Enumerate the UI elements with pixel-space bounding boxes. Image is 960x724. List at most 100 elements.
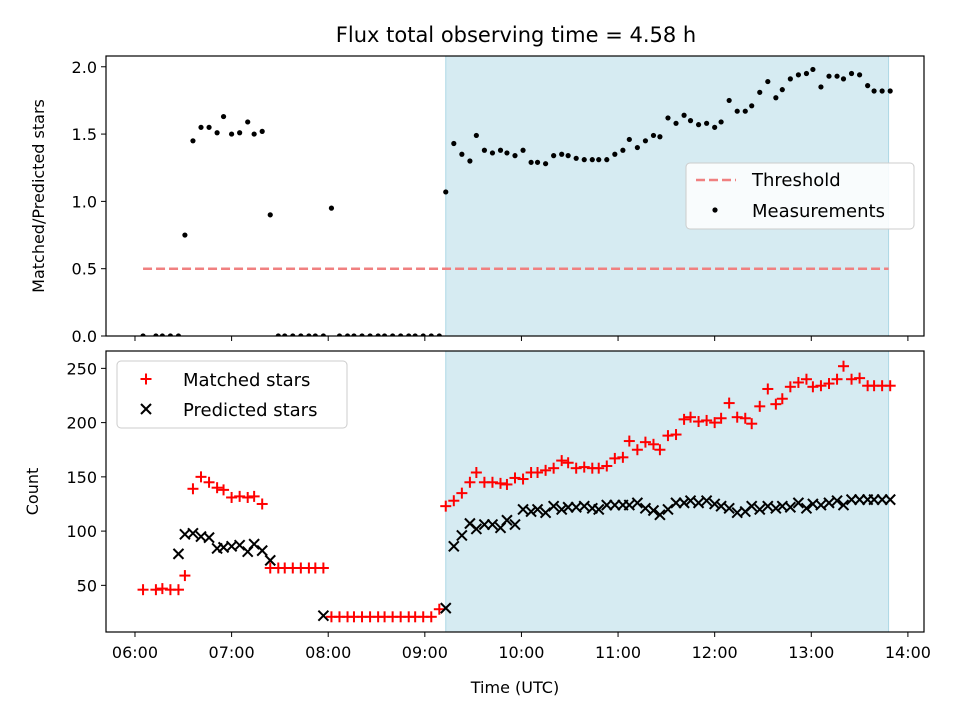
measurement-point [534, 159, 541, 165]
measurement-point [542, 161, 549, 167]
observing-shaded-region [445, 351, 890, 632]
predicted-star-point [578, 500, 590, 512]
measurement-point [642, 138, 649, 144]
matched-star-point [440, 500, 452, 512]
predicted-star-point-b [486, 518, 499, 531]
matched-star-point [570, 462, 582, 474]
predicted-star-point-b [172, 548, 185, 560]
matched-star-point [464, 476, 476, 488]
matched-star-point [854, 372, 866, 384]
predicted-star-point-b [884, 493, 896, 506]
predicted-star-point [470, 523, 483, 535]
measurement-point [228, 131, 235, 137]
predicted-star-point-b [264, 554, 276, 567]
matched-star-point [248, 490, 260, 502]
measurement-point [704, 120, 710, 126]
measurement-point [565, 153, 571, 159]
matched-star-point [837, 360, 849, 372]
y-tick-label: 150 [66, 468, 97, 487]
predicted-star-point-b [179, 528, 191, 541]
predicted-star-point [509, 518, 521, 531]
measurement-point [420, 333, 426, 336]
measurement-point [712, 124, 718, 130]
predicted-star-point-b [731, 506, 743, 519]
y-axis-label: Matched/Predicted stars [29, 99, 48, 293]
measurement-point [657, 134, 663, 140]
predicted-star-point [831, 495, 843, 507]
predicted-star-point [784, 501, 797, 513]
measurement-point [779, 87, 785, 93]
measurement-point [159, 333, 165, 336]
predicted-star-point [233, 539, 246, 551]
predicted-star-point-b [578, 500, 590, 512]
measurement-point [504, 150, 510, 156]
matched-star-point [685, 411, 697, 423]
measurement-point [328, 205, 335, 211]
predicted-star-point-b [317, 610, 330, 622]
matched-star-point [746, 418, 758, 430]
predicted-star-point-b [762, 500, 774, 512]
legend-threshold-label: Threshold [751, 170, 841, 191]
predicted-star-point [631, 497, 644, 509]
predicted-star-point-b [570, 501, 582, 513]
measurement-point [687, 118, 694, 124]
matched-star-point [470, 467, 482, 479]
x-tick-label: 10:00 [498, 643, 544, 662]
matched-star-point [631, 444, 643, 456]
measurement-point [604, 157, 610, 163]
measurement-point [251, 131, 257, 137]
bottom-panel: 50 100 150 200 250 06:00 07:00 08:00 09:00 10:00 1… [23, 350, 931, 697]
measurement-point [718, 119, 724, 125]
matched-star-point [884, 380, 896, 392]
predicted-star-point [815, 499, 827, 511]
matched-star-point [517, 473, 529, 485]
matched-star-point [156, 583, 168, 595]
predicted-star-point-b [647, 504, 660, 517]
measurement-point [406, 333, 412, 336]
predicted-star-point-b [715, 500, 727, 512]
y-tick-label: 250 [66, 359, 97, 378]
legend-predicted-label: Predicted stars [183, 400, 317, 421]
matched-star-point [556, 455, 568, 467]
measurement-point [512, 153, 518, 159]
predicted-star-point [440, 602, 452, 614]
measurement-point [182, 232, 188, 238]
measurement-point [259, 128, 265, 134]
measurement-point [865, 83, 871, 89]
matched-star-point [562, 457, 574, 469]
matched-star-point [623, 435, 635, 447]
measurement-point [573, 155, 579, 161]
predicted-star-point [517, 503, 529, 516]
measurement-point [749, 103, 755, 109]
matched-star-point [425, 611, 437, 623]
predicted-star-point-b [470, 523, 483, 535]
measurement-point [589, 157, 595, 163]
predicted-star-point-b [539, 506, 552, 519]
measurement-point [312, 333, 318, 336]
predicted-star-point [593, 503, 605, 516]
y-tick-label: 1.0 [72, 192, 97, 211]
predicted-star-point [700, 495, 713, 507]
predicted-star-point-b [723, 502, 735, 515]
matched-star-point [709, 417, 721, 429]
predicted-star-point-b [837, 499, 850, 511]
plot-area [137, 351, 896, 632]
matched-star-point [456, 487, 468, 499]
y-axis-label: Count [23, 468, 42, 516]
predicted-star-point [823, 497, 835, 509]
matched-star-point [532, 467, 544, 479]
predicted-star-point [547, 500, 560, 512]
measurement-point [787, 76, 793, 82]
matched-star-point [593, 462, 605, 474]
predicted-star-point [647, 504, 660, 517]
measurement-point [367, 333, 373, 336]
matched-star-point [137, 584, 149, 596]
measurement-point [381, 333, 388, 336]
measurement-point [673, 120, 679, 126]
measurement-point [840, 76, 847, 82]
predicted-star-point-b [745, 500, 758, 512]
measurement-point [443, 189, 449, 195]
measurement-point [620, 147, 626, 153]
predicted-star-point [486, 518, 499, 531]
